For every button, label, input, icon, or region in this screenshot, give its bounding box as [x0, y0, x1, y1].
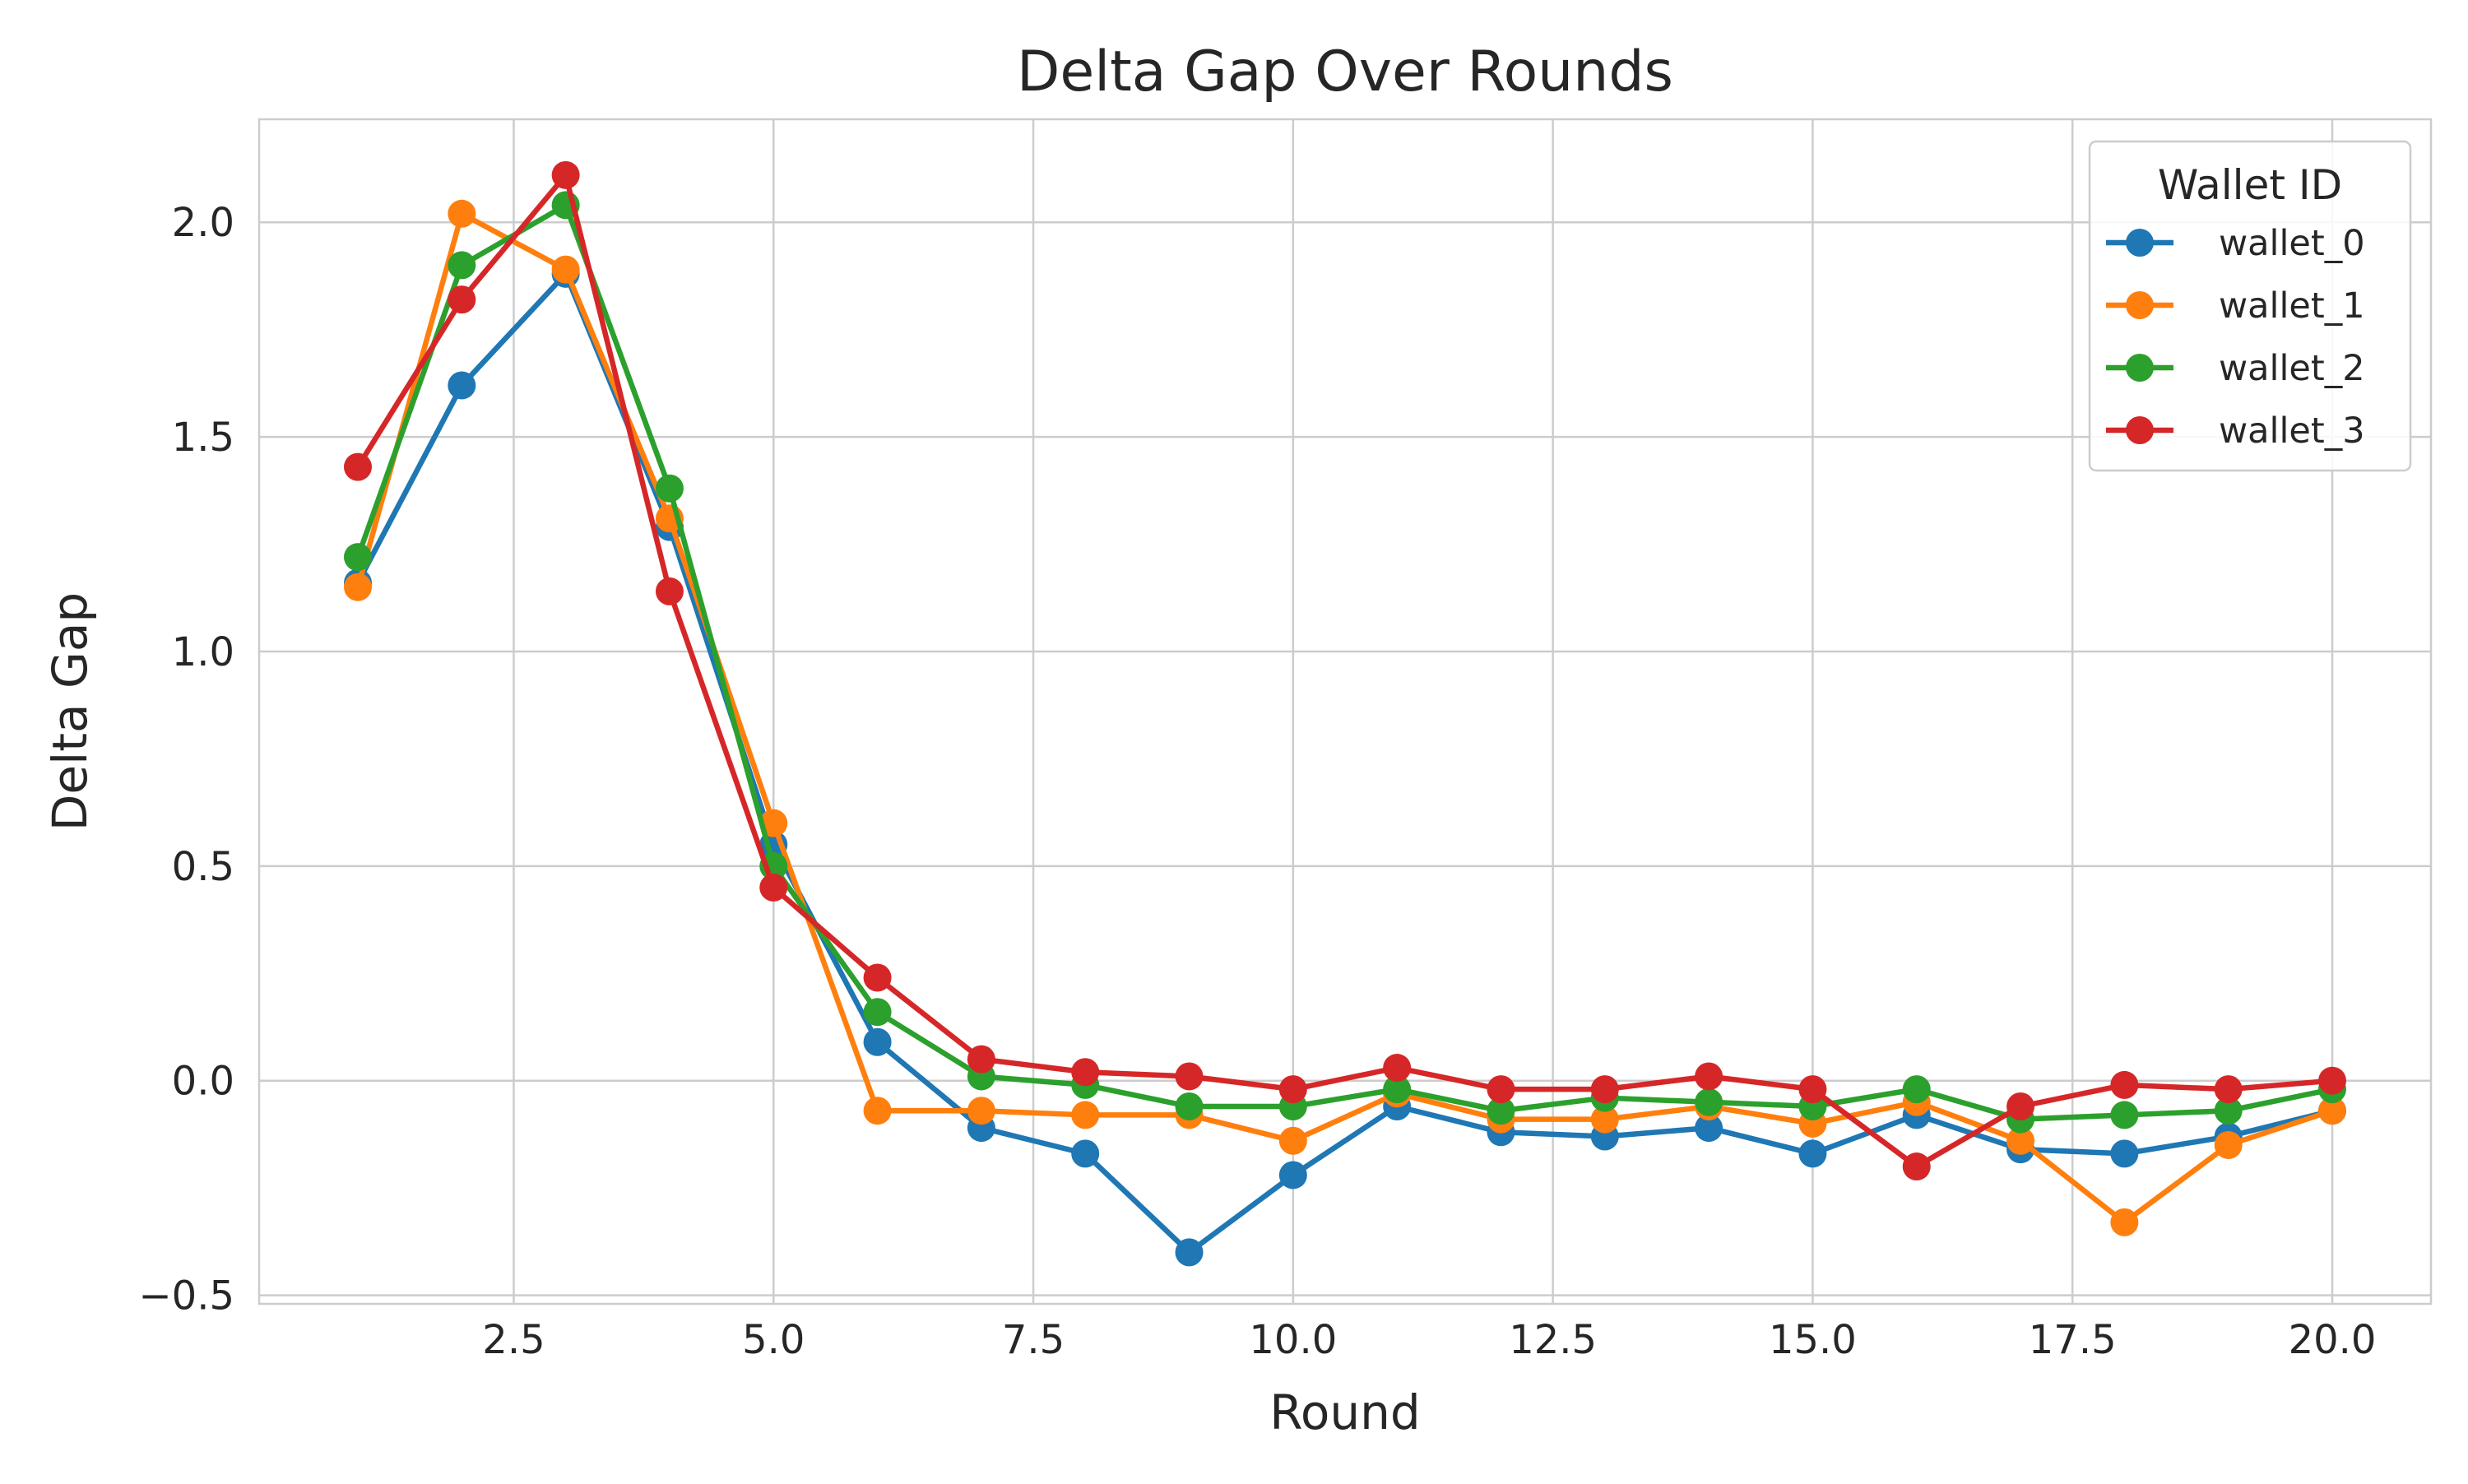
legend-item-wallet_1: wallet_1: [2106, 285, 2365, 327]
data-point-wallet_0: [1695, 1114, 1723, 1143]
legend-marker-wallet_1: [2126, 291, 2154, 319]
x-tick-label: 2.5: [482, 1317, 545, 1363]
data-point-wallet_2: [863, 998, 892, 1027]
x-axis-label: Round: [1269, 1384, 1421, 1440]
data-point-wallet_1: [1590, 1105, 1619, 1134]
data-point-wallet_3: [1590, 1075, 1619, 1104]
data-point-wallet_0: [1798, 1139, 1827, 1168]
x-tick-label: 5.0: [742, 1317, 805, 1363]
data-point-wallet_2: [344, 543, 372, 572]
data-point-wallet_2: [2214, 1097, 2243, 1125]
x-tick-label: 20.0: [2289, 1317, 2377, 1363]
data-point-wallet_3: [655, 577, 684, 605]
data-point-wallet_0: [863, 1027, 892, 1056]
legend-label-wallet_0: wallet_0: [2219, 223, 2365, 264]
data-point-wallet_2: [655, 474, 684, 503]
y-axis-label: Delta Gap: [42, 592, 98, 831]
legend-item-wallet_3: wallet_3: [2106, 410, 2365, 452]
data-point-wallet_2: [2110, 1101, 2139, 1129]
data-point-wallet_3: [1902, 1152, 1931, 1181]
data-point-wallet_3: [1798, 1075, 1827, 1104]
data-point-wallet_3: [967, 1045, 995, 1074]
data-point-wallet_3: [448, 285, 476, 314]
data-point-wallet_1: [967, 1097, 995, 1125]
data-point-wallet_3: [1695, 1062, 1723, 1091]
data-point-wallet_2: [1487, 1097, 1515, 1125]
x-tick-label: 15.0: [1769, 1317, 1857, 1363]
data-point-wallet_2: [1383, 1075, 1412, 1104]
legend-items: wallet_0 wallet_1 wallet_2 wallet_3: [2106, 223, 2365, 452]
data-point-wallet_1: [1071, 1101, 1100, 1129]
legend-box: [2088, 140, 2412, 472]
series-line-wallet_1: [355, 211, 2336, 1226]
y-tick-label: −0.5: [138, 1273, 234, 1319]
data-point-wallet_0: [2110, 1139, 2139, 1168]
legend-item-wallet_2: wallet_2: [2106, 348, 2365, 389]
x-tick-label: 7.5: [1002, 1317, 1065, 1363]
data-point-wallet_1: [2318, 1097, 2346, 1125]
legend-label-wallet_1: wallet_1: [2219, 285, 2365, 327]
data-point-wallet_3: [1175, 1062, 1204, 1091]
chart-title: Delta Gap Over Rounds: [1017, 39, 1673, 104]
data-point-wallet_3: [2214, 1075, 2243, 1104]
data-point-wallet_2: [448, 251, 476, 280]
x-tick-label: 17.5: [2029, 1317, 2117, 1363]
legend-marker-wallet_3: [2126, 416, 2154, 444]
data-point-wallet_3: [551, 160, 580, 189]
data-point-wallet_3: [2318, 1066, 2346, 1095]
data-point-wallet_1: [2214, 1130, 2243, 1159]
data-point-wallet_0: [448, 371, 476, 400]
legend-marker-wallet_2: [2126, 354, 2154, 382]
series-line-wallet_3: [355, 172, 2336, 1170]
data-point-wallet_1: [2006, 1126, 2035, 1155]
series-wallet_0: [344, 259, 2346, 1267]
data-point-wallet_1: [551, 255, 580, 284]
legend-title: Wallet ID: [2158, 161, 2342, 209]
x-tick-label: 12.5: [1509, 1317, 1597, 1363]
series-lines: [344, 160, 2346, 1267]
data-point-wallet_0: [1278, 1161, 1307, 1190]
data-point-wallet_1: [759, 809, 788, 837]
data-point-wallet_1: [448, 199, 476, 228]
data-point-wallet_1: [1278, 1126, 1307, 1155]
data-point-wallet_2: [1902, 1075, 1931, 1104]
legend-label-wallet_3: wallet_3: [2219, 410, 2365, 452]
data-point-wallet_3: [2006, 1092, 2035, 1120]
y-tick-label: 2.0: [172, 200, 234, 246]
data-point-wallet_0: [1071, 1139, 1100, 1168]
data-point-wallet_3: [344, 452, 372, 481]
data-point-wallet_3: [1071, 1058, 1100, 1087]
data-point-wallet_3: [759, 873, 788, 902]
legend-item-wallet_0: wallet_0: [2106, 223, 2365, 264]
data-point-wallet_2: [1175, 1092, 1204, 1120]
legend: Wallet ID wallet_0wallet_1wallet_2wallet…: [2088, 140, 2412, 472]
axis-ticks: 2.5 5.0 7.5 10.0 12.5 15.0 17.5 20.0 −0.5 0.0 0.5 1…: [138, 200, 2376, 1363]
y-tick-label: 0.0: [172, 1059, 234, 1105]
series-line-wallet_0: [355, 271, 2336, 1255]
data-point-wallet_3: [1487, 1075, 1515, 1104]
data-point-wallet_1: [863, 1097, 892, 1125]
data-point-wallet_3: [863, 963, 892, 992]
plot-area-frame: [257, 118, 2433, 1305]
y-tick-label: 1.0: [172, 629, 234, 675]
data-point-wallet_0: [1175, 1238, 1204, 1267]
y-tick-label: 0.5: [172, 844, 234, 890]
data-point-wallet_3: [1278, 1075, 1307, 1104]
legend-label-wallet_2: wallet_2: [2219, 348, 2365, 389]
data-point-wallet_1: [2110, 1208, 2139, 1236]
data-point-wallet_2: [1695, 1087, 1723, 1116]
data-point-wallet_1: [344, 573, 372, 601]
y-tick-label: 1.5: [172, 415, 234, 461]
data-point-wallet_3: [1383, 1054, 1412, 1083]
legend-marker-wallet_0: [2126, 229, 2154, 257]
x-tick-label: 10.0: [1249, 1317, 1337, 1363]
data-point-wallet_3: [2110, 1070, 2139, 1099]
series-wallet_3: [344, 160, 2346, 1181]
